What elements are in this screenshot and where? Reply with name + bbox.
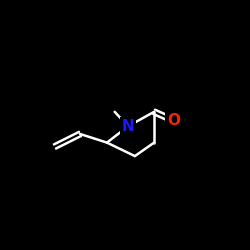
Text: O: O (167, 113, 180, 128)
Text: N: N (122, 119, 134, 134)
